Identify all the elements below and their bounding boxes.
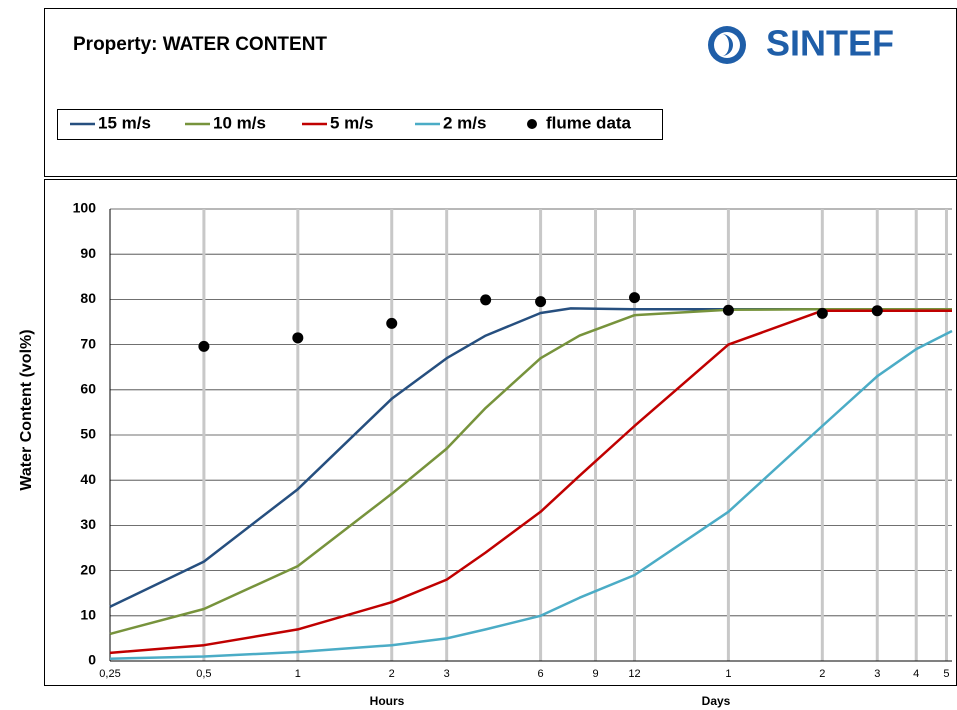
y-tick-label: 10 xyxy=(80,607,96,623)
data-point xyxy=(535,296,547,308)
y-axis-label: Water Content (vol%) xyxy=(18,329,35,490)
legend-label: 5 m/s xyxy=(330,113,373,132)
chart-box xyxy=(44,179,957,686)
y-tick-label: 50 xyxy=(80,426,96,442)
legend-label: flume data xyxy=(546,113,632,132)
y-tick-label: 20 xyxy=(80,561,96,577)
x-tick-label: 6 xyxy=(538,668,544,680)
data-point xyxy=(386,317,398,329)
logo: SINTEF xyxy=(766,23,894,64)
x-tick-label: 0,5 xyxy=(196,668,211,680)
data-point xyxy=(871,305,883,317)
series-line xyxy=(109,307,952,608)
y-tick-label: 100 xyxy=(73,200,97,216)
series-line xyxy=(109,308,952,636)
x-tick-label: 12 xyxy=(628,668,640,680)
data-point xyxy=(292,332,304,344)
logo-icon xyxy=(708,26,746,64)
legend-label: 10 m/s xyxy=(213,113,266,132)
x-tick-label: 9 xyxy=(592,668,598,680)
x-tick-label: 2 xyxy=(389,668,395,680)
series-line xyxy=(109,309,952,655)
y-tick-label: 0 xyxy=(88,652,96,668)
data-point xyxy=(480,294,492,306)
x-tick-label: 4 xyxy=(913,668,919,680)
legend-label: 15 m/s xyxy=(98,113,151,132)
x-tick-label: 0,25 xyxy=(99,668,120,680)
x-group-label: Hours xyxy=(370,694,405,708)
y-tick-label: 90 xyxy=(80,245,96,261)
data-point xyxy=(722,304,734,316)
x-tick-label: 1 xyxy=(295,668,301,680)
y-tick-label: 80 xyxy=(80,290,96,306)
x-group-label: Days xyxy=(702,694,731,708)
y-tick-label: 40 xyxy=(80,471,96,487)
data-point xyxy=(628,292,640,304)
x-tick-label: 1 xyxy=(725,668,731,680)
x-tick-label: 3 xyxy=(444,668,450,680)
y-tick-label: 60 xyxy=(80,381,96,397)
x-tick-label: 5 xyxy=(943,668,949,680)
data-point xyxy=(816,307,828,319)
legend-label: 2 m/s xyxy=(443,113,486,132)
x-tick-label: 2 xyxy=(819,668,825,680)
chart-title: Property: WATER CONTENT xyxy=(73,34,327,55)
legend-box xyxy=(57,109,663,140)
legend-marker xyxy=(527,119,537,129)
y-tick-label: 70 xyxy=(80,335,96,351)
y-tick-label: 30 xyxy=(80,516,96,532)
x-tick-label: 3 xyxy=(874,668,880,680)
series-line xyxy=(109,329,953,660)
data-point xyxy=(198,340,210,352)
